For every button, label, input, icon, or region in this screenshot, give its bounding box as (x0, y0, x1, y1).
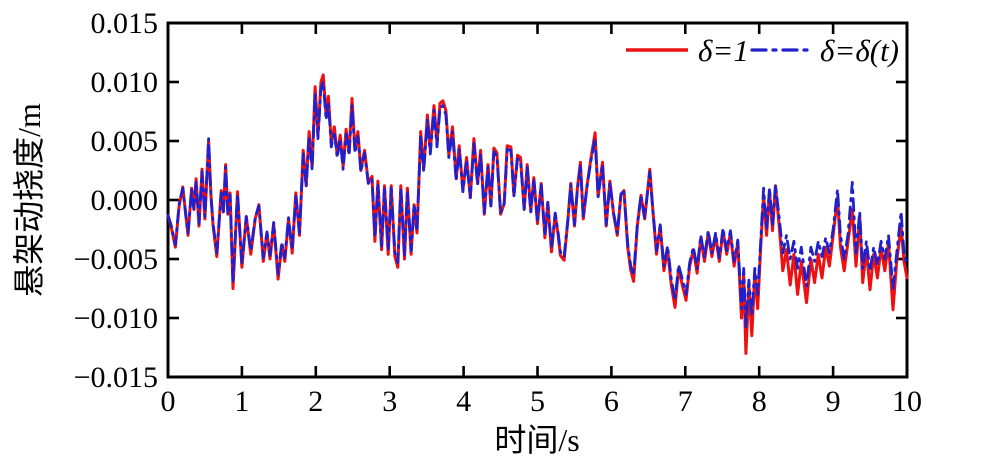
x-tick-label: 1 (234, 385, 249, 418)
x-tick-label: 0 (161, 385, 176, 418)
x-axis-label: 时间/s (494, 422, 579, 458)
x-tick-label: 9 (826, 385, 841, 418)
legend-label-delta-1: δ=1 (698, 33, 749, 68)
data-series-group (166, 73, 909, 355)
x-tick-label: 7 (678, 385, 693, 418)
x-tick-label: 4 (456, 385, 471, 418)
legend: δ=1 δ=δ(t) (626, 33, 899, 68)
y-tick-label: 0.015 (91, 7, 159, 40)
x-tick-label: 2 (308, 385, 323, 418)
legend-label-delta-t: δ=δ(t) (820, 33, 899, 68)
y-tick-label: 0.005 (91, 125, 159, 158)
plot-area-border (166, 21, 909, 379)
x-tick-label: 6 (604, 385, 619, 418)
x-tick-label: 3 (382, 385, 397, 418)
axis-ticks (166, 21, 909, 379)
y-tick-label: −0.015 (74, 361, 158, 394)
x-tick-label: 10 (892, 385, 922, 418)
y-tick-label: 0.010 (91, 66, 159, 99)
y-axis-tick-labels: 0.015 0.010 0.005 0.000 −0.005 −0.010 −0.015 (74, 7, 158, 394)
x-tick-label: 5 (530, 385, 545, 418)
series-line-1 (166, 80, 909, 329)
y-tick-label: 0.000 (91, 184, 159, 217)
y-tick-label: −0.005 (74, 243, 158, 276)
y-tick-label: −0.010 (74, 302, 158, 335)
y-axis-label: 悬架动挠度/m (11, 103, 47, 297)
x-tick-label: 8 (752, 385, 767, 418)
x-axis-tick-labels: 0 1 2 3 4 5 6 7 8 9 10 (161, 385, 923, 418)
